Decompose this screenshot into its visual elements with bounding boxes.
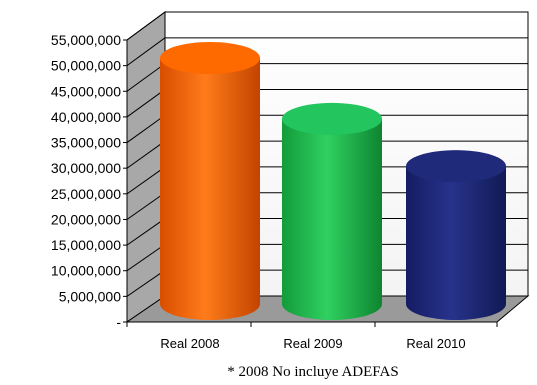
y-tick-label: 10,000,000	[51, 263, 121, 279]
bar-2	[282, 102, 382, 321]
x-axis: Real 2008 Real 2009 Real 2010	[126, 321, 498, 351]
y-tick-label: 45,000,000	[51, 83, 121, 99]
y-tick-label: 50,000,000	[51, 58, 121, 74]
y-tick-label: 15,000,000	[51, 237, 121, 253]
bar-3	[406, 150, 506, 320]
gridline-side	[126, 269, 166, 297]
gridline-side	[126, 192, 166, 220]
bar-top	[406, 150, 506, 183]
bar-body	[282, 118, 382, 321]
gridline-side	[126, 243, 166, 272]
gridline-side	[126, 140, 166, 169]
bar-body	[160, 58, 260, 320]
y-tick-label: 55,000,000	[51, 32, 121, 48]
bar-body	[406, 166, 506, 320]
x-tick-label: Real 2009	[283, 336, 342, 351]
x-tick-label: Real 2010	[406, 336, 465, 351]
y-tick-label: -	[116, 314, 121, 330]
gridline-side	[126, 11, 166, 41]
gridline-side	[126, 218, 166, 246]
y-tick-label: 30,000,000	[51, 160, 121, 176]
bar-top	[282, 102, 382, 135]
bar-1	[160, 42, 260, 320]
footnote: * 2008 No incluye ADEFAS	[227, 364, 398, 380]
gridline-side	[126, 166, 166, 195]
bar-top	[160, 42, 260, 74]
y-axis: 55,000,000 50,000,000 45,000,000 40,000,000…	[51, 32, 128, 330]
left-wall	[126, 11, 166, 323]
y-tick-label: 5,000,000	[59, 288, 121, 304]
gridline-side	[126, 89, 166, 118]
y-tick-label: 25,000,000	[51, 186, 121, 202]
y-tick-label: 20,000,000	[51, 211, 121, 227]
y-tick-label: 40,000,000	[51, 109, 121, 125]
gridline-side	[126, 63, 166, 92]
gridline-side	[126, 37, 166, 67]
y-tick-label: 35,000,000	[51, 135, 121, 151]
x-tick-label: Real 2008	[160, 336, 219, 351]
gridline-side	[126, 114, 166, 143]
bars	[160, 42, 506, 321]
